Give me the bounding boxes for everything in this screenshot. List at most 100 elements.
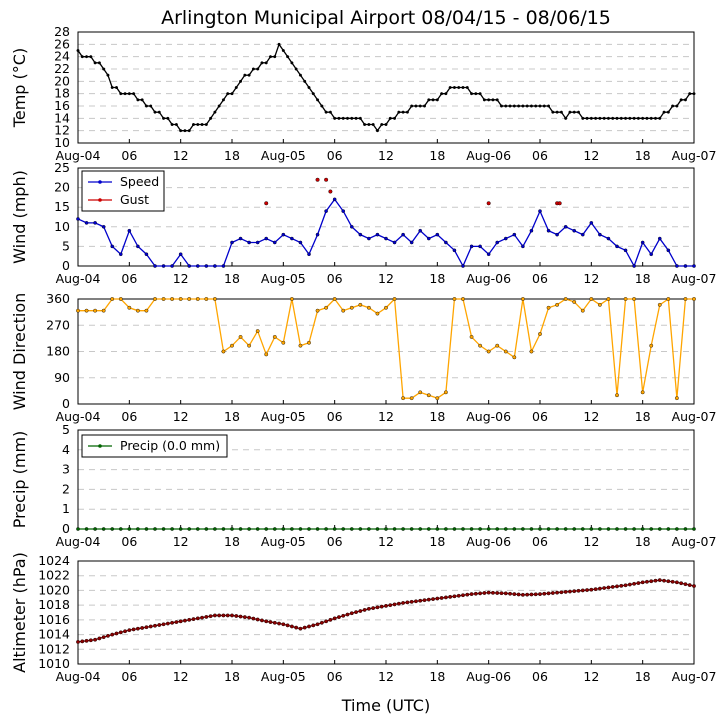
alt-x-tick-label: Aug-05 <box>261 669 306 684</box>
alt-y-tick-label: 1022 <box>38 568 70 583</box>
precip-point <box>589 527 594 531</box>
alt-point <box>289 624 294 629</box>
temp-point <box>581 116 585 120</box>
precip-y-axis-label: Precip (mm) <box>10 431 29 529</box>
alt-point <box>311 623 316 628</box>
wind-speed-point <box>195 264 200 268</box>
dir-line <box>78 297 694 399</box>
temp-point <box>470 92 474 96</box>
precip-point <box>290 527 294 531</box>
precip-y-tick-label: 4 <box>62 442 70 457</box>
alt-point <box>589 587 594 592</box>
alt-point <box>597 586 602 591</box>
temp-point <box>508 104 512 108</box>
precip-legend-box <box>81 434 228 458</box>
dir-point <box>426 393 431 398</box>
alt-point <box>191 617 196 622</box>
temp-point <box>132 92 136 96</box>
alt-point <box>645 579 649 584</box>
alt-point <box>687 583 692 587</box>
wind-speed-point <box>255 240 260 245</box>
dir-point <box>640 390 645 395</box>
precip-point <box>221 527 226 531</box>
alt-point <box>516 592 521 597</box>
temp-point <box>388 116 392 120</box>
alt-point <box>636 581 641 585</box>
precip-point <box>384 527 388 531</box>
temp-line <box>77 42 694 132</box>
dir-point <box>332 297 337 301</box>
temp-point <box>363 122 367 126</box>
temp-point <box>529 104 533 108</box>
dir-x-tick-label: Aug-07 <box>672 409 717 424</box>
alt-point <box>328 617 333 622</box>
temp-point <box>277 42 281 46</box>
dir-point <box>401 396 406 401</box>
dir-point <box>127 305 132 310</box>
wind-speed-point <box>213 264 217 268</box>
temp-point <box>671 104 675 108</box>
temp-y-tick-label: 18 <box>54 86 70 101</box>
wind-speed-point <box>486 252 491 257</box>
temp-point <box>551 110 555 114</box>
precip-point <box>623 527 628 531</box>
wind-legend: Speed Gust <box>81 170 165 212</box>
temp-point <box>606 116 610 120</box>
temp-x-tick-label: 18 <box>635 148 651 163</box>
alt-x-tick-label: 12 <box>583 669 599 684</box>
alt-point <box>443 595 448 600</box>
alt-point <box>623 583 628 588</box>
wind-speed-point <box>367 236 371 241</box>
precip-point <box>187 527 192 531</box>
temp-point <box>204 122 208 126</box>
temp-point <box>611 116 615 120</box>
alt-point <box>260 618 264 623</box>
alt-point <box>238 614 243 619</box>
temp-point <box>367 122 371 126</box>
dir-point <box>221 349 226 354</box>
precip-point <box>657 527 662 531</box>
dir-point <box>563 297 568 301</box>
dir-point <box>452 297 457 301</box>
temp-point <box>328 110 332 114</box>
wind-x-tick-label: 12 <box>583 271 599 286</box>
temp-point <box>102 67 106 71</box>
wind-speed-point <box>580 232 585 237</box>
alt-point <box>572 589 577 594</box>
wind-speed-point <box>495 240 500 245</box>
alt-point <box>392 602 397 607</box>
alt-point <box>499 591 504 596</box>
dir-point <box>144 308 149 313</box>
alt-point <box>183 618 187 623</box>
temp-point <box>555 110 559 114</box>
dir-point <box>597 302 602 307</box>
alt-point <box>576 588 581 593</box>
temp-y-tick-label: 26 <box>54 36 70 51</box>
alt-point <box>127 628 132 633</box>
temp-point <box>521 104 525 108</box>
dir-point <box>529 349 534 354</box>
temp-point <box>298 73 302 77</box>
temp-point <box>547 104 551 108</box>
temp-point <box>435 98 439 102</box>
alt-y-tick-label: 1024 <box>38 553 70 568</box>
dir-point <box>409 396 414 401</box>
wind-speed-point <box>503 236 508 241</box>
precip-point <box>178 527 183 531</box>
alt-point <box>187 617 192 622</box>
alt-point <box>508 591 512 596</box>
precip-point <box>341 527 346 531</box>
temp-point <box>452 85 456 89</box>
dir-point <box>649 343 654 348</box>
dir-point <box>118 297 123 301</box>
precip-point <box>272 527 277 531</box>
temp-point <box>307 85 311 89</box>
temp-point <box>320 104 324 108</box>
temp-point <box>247 73 251 77</box>
alt-point <box>610 585 615 589</box>
alt-point <box>559 590 564 595</box>
wind-speed-point <box>375 232 380 237</box>
alt-point <box>555 590 560 595</box>
precip-point <box>101 527 106 531</box>
